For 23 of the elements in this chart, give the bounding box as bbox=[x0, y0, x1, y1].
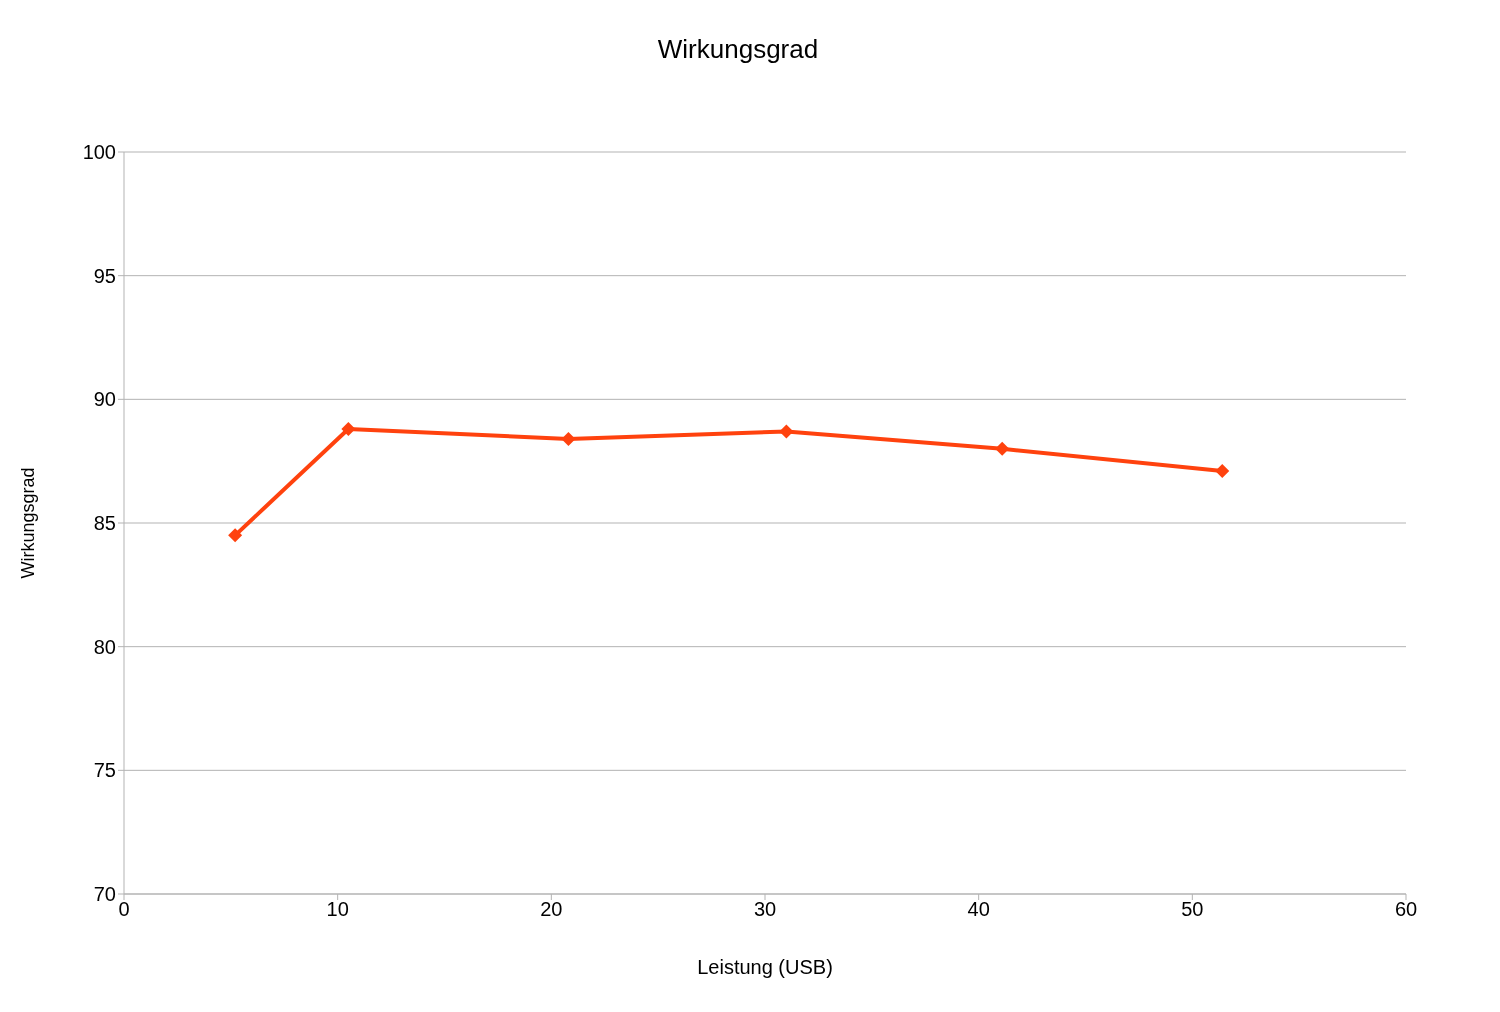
point bbox=[1215, 464, 1230, 479]
y-axis-title: Wirkungsgrad bbox=[18, 467, 39, 579]
point bbox=[779, 424, 794, 439]
point bbox=[341, 422, 356, 437]
x-tick-label: 50 bbox=[1181, 898, 1204, 921]
y-tick-label: 75 bbox=[93, 759, 116, 782]
point bbox=[995, 441, 1010, 456]
point bbox=[228, 528, 243, 543]
x-tick-label: 20 bbox=[540, 898, 563, 921]
x-tick-label: 30 bbox=[753, 898, 777, 921]
x-tick-label: 0 bbox=[118, 898, 130, 921]
y-tick-label: 100 bbox=[82, 141, 116, 164]
y-tick-label: 95 bbox=[93, 264, 116, 287]
x-tick-label: 40 bbox=[967, 898, 990, 921]
x-tick-label: 10 bbox=[326, 898, 349, 921]
point bbox=[561, 431, 576, 446]
x-axis-title: Leistung (USB) bbox=[697, 956, 833, 978]
x-tick-label: 60 bbox=[1394, 898, 1418, 921]
y-tick-label: 70 bbox=[93, 883, 116, 906]
y-tick-label: 85 bbox=[93, 512, 116, 535]
y-tick-label: 90 bbox=[93, 388, 116, 411]
chart-title: Wirkungsgrad bbox=[656, 33, 820, 66]
y-tick-label: 80 bbox=[93, 635, 116, 658]
